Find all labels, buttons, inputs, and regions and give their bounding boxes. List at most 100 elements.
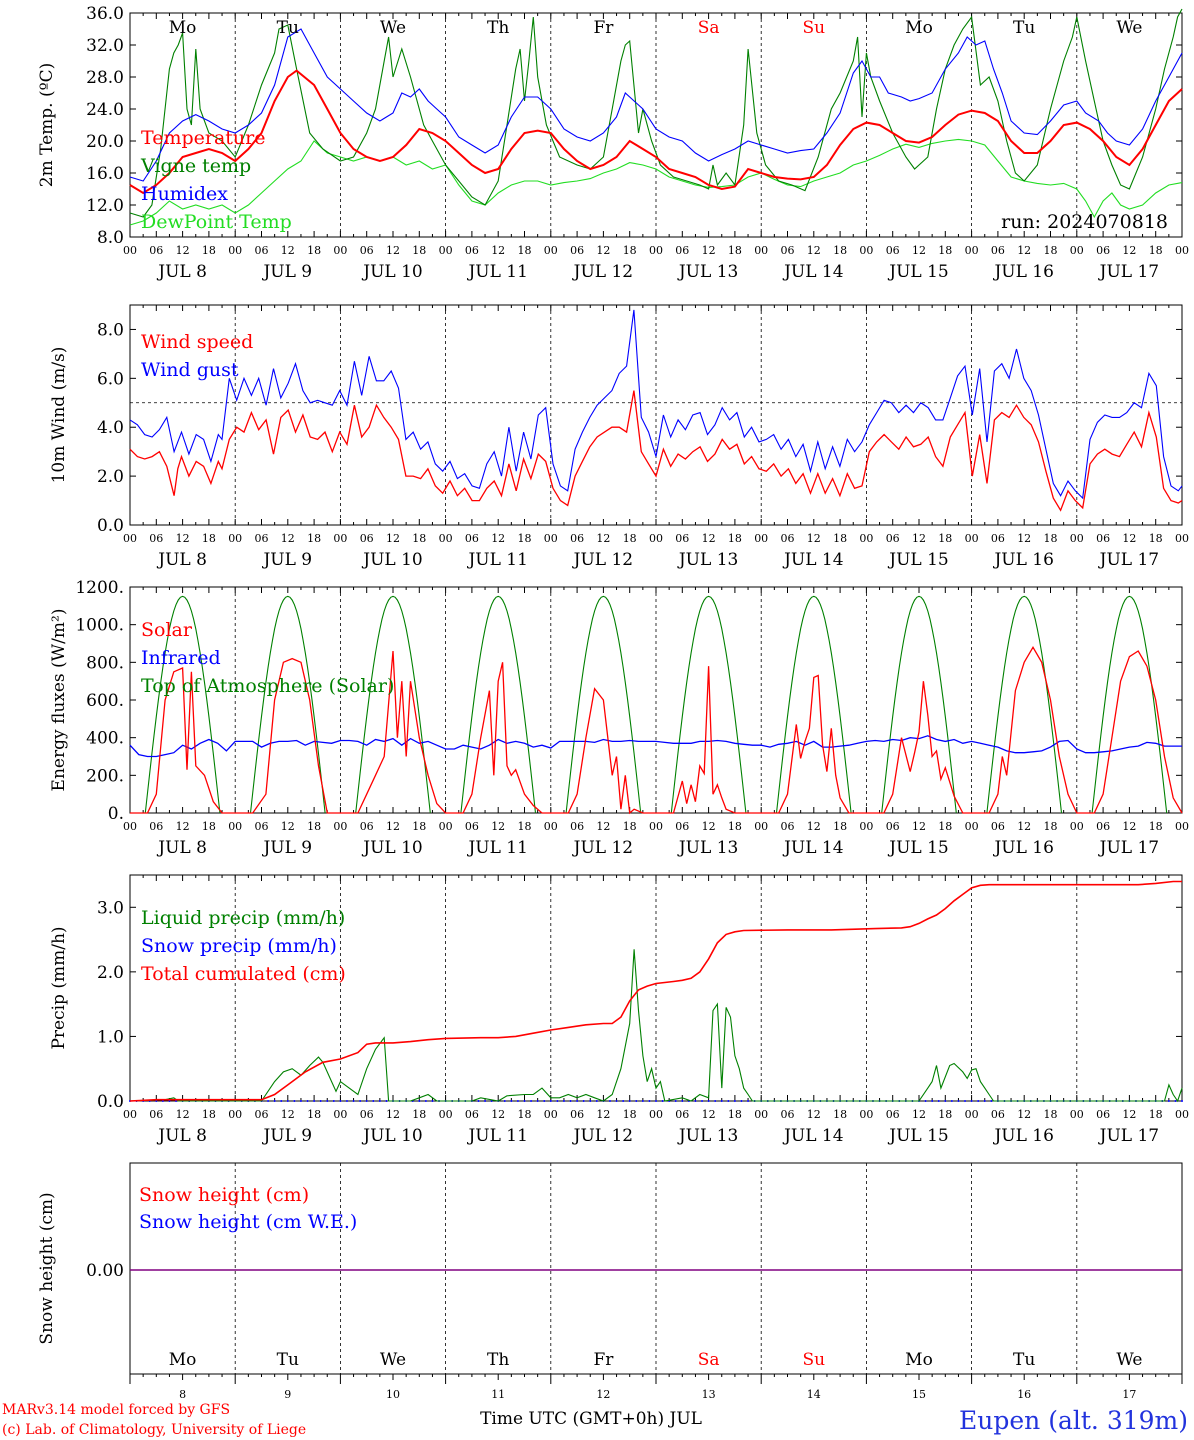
hour-label: 18: [833, 1108, 847, 1121]
legend-entry: Snow height (cm): [139, 1184, 309, 1206]
hour-label: 06: [149, 244, 163, 257]
x-axis-label: Time UTC (GMT+0h) JUL: [480, 1409, 702, 1429]
weekday-label: Tu: [277, 1350, 299, 1370]
hour-label: 00: [333, 532, 347, 545]
date-label: JUL 11: [466, 262, 527, 282]
date-label: JUL 8: [156, 1126, 207, 1146]
legend-entry: Total cumulated (cm): [141, 963, 346, 985]
date-label: JUL 9: [261, 262, 312, 282]
hour-label: 12: [1122, 244, 1136, 257]
hour-label: 06: [991, 532, 1005, 545]
hour-label: 06: [360, 820, 374, 833]
y-axis-label: 10m Wind (m/s): [49, 347, 69, 484]
hour-label: 06: [675, 244, 689, 257]
hour-label: 06: [255, 532, 269, 545]
date-label: JUL 13: [677, 550, 738, 570]
snow-precip-mark: [990, 1100, 993, 1102]
hour-label: 12: [912, 820, 926, 833]
hour-label: 00: [754, 244, 768, 257]
hour-label: 12: [1122, 820, 1136, 833]
hour-label: 00: [333, 244, 347, 257]
date-label: JUL 14: [782, 838, 843, 858]
hour-label: 00: [1175, 532, 1189, 545]
snow-precip-mark: [510, 1100, 513, 1102]
snow-precip-mark: [562, 1100, 565, 1102]
snow-precip-mark: [701, 1100, 704, 1102]
hour-label: 00: [965, 244, 979, 257]
hour-label: 06: [1096, 820, 1110, 833]
date-label: JUL 15: [887, 550, 948, 570]
hour-label: 06: [465, 244, 479, 257]
hour-label: 00: [649, 1108, 663, 1121]
hour-label: 06: [781, 820, 795, 833]
hour-label: 12: [491, 820, 505, 833]
day-number-label: 13: [702, 1388, 716, 1401]
hour-label: 00: [544, 1108, 558, 1121]
hour-label: 18: [518, 1108, 532, 1121]
weekday-label: We: [1116, 18, 1142, 38]
wind-gust-line: [129, 309, 1183, 500]
y-tick-label: 1200.: [75, 578, 124, 598]
hour-label: 12: [1017, 820, 1031, 833]
snow-precip-mark: [740, 1100, 743, 1102]
hour-label: 18: [518, 244, 532, 257]
snow-precip-mark: [523, 1100, 526, 1102]
snow-precip-mark: [418, 1100, 421, 1102]
hour-label: 00: [228, 1108, 242, 1121]
snow-precip-mark: [477, 1100, 480, 1102]
snow-precip-mark: [273, 1100, 276, 1102]
hour-label: 06: [781, 1108, 795, 1121]
hour-label: 12: [912, 244, 926, 257]
hour-label: 12: [176, 820, 190, 833]
snow-precip-mark: [674, 1100, 677, 1102]
snow-precip-mark: [490, 1100, 493, 1102]
hour-label: 12: [281, 820, 295, 833]
hour-label: 00: [965, 1108, 979, 1121]
y-tick-label: 800.: [86, 653, 124, 673]
weekday-label: Tu: [1013, 18, 1035, 38]
legend-entry: Infrared: [141, 647, 221, 669]
day-number-label: 9: [284, 1388, 291, 1401]
hour-label: 00: [859, 532, 873, 545]
y-tick-label: 8.0: [97, 228, 124, 248]
credit-line-1: MARv3.14 model forced by GFS: [2, 1402, 230, 1418]
hour-label: 12: [596, 1108, 610, 1121]
hour-label: 00: [123, 820, 137, 833]
hour-label: 00: [649, 532, 663, 545]
hour-label: 18: [412, 532, 426, 545]
hour-label: 12: [1017, 1108, 1031, 1121]
hour-label: 06: [570, 244, 584, 257]
hour-label: 06: [1096, 532, 1110, 545]
hour-label: 06: [1096, 1108, 1110, 1121]
toa-solar-line: [355, 595, 431, 814]
legend-entry: Humidex: [141, 183, 228, 205]
hour-label: 12: [491, 532, 505, 545]
weekday-label: Mo: [169, 18, 197, 38]
y-tick-label: 12.0: [86, 196, 124, 216]
snow-precip-mark: [352, 1100, 355, 1102]
date-label: JUL 11: [466, 838, 527, 858]
panel-4: 00 06 12 18 00 06 12 18 00 06 12 18 00 06 12 18 00 06 12 18…: [49, 874, 1189, 1146]
hour-label: 18: [833, 532, 847, 545]
date-label: JUL 10: [361, 838, 422, 858]
hour-label: 18: [1149, 1108, 1163, 1121]
hour-label: 00: [123, 1108, 137, 1121]
snow-precip-mark: [681, 1100, 684, 1102]
date-label: JUL 15: [887, 262, 948, 282]
y-tick-label: 0.: [108, 804, 124, 824]
hour-label: 18: [833, 820, 847, 833]
snow-precip-mark: [424, 1100, 427, 1102]
date-label: JUL 10: [361, 550, 422, 570]
hour-label: 06: [360, 244, 374, 257]
date-label: JUL 12: [572, 262, 633, 282]
date-label: JUL 16: [992, 550, 1053, 570]
y-tick-label: 0.00: [86, 1261, 124, 1281]
date-label: JUL 15: [887, 1126, 948, 1146]
hour-label: 00: [544, 532, 558, 545]
toa-solar-line: [249, 595, 326, 814]
weekday-label: Su: [802, 1350, 825, 1370]
hour-label: 18: [412, 1108, 426, 1121]
humidex-line: [129, 28, 1183, 182]
hour-label: 06: [1096, 244, 1110, 257]
hour-label: 00: [965, 532, 979, 545]
